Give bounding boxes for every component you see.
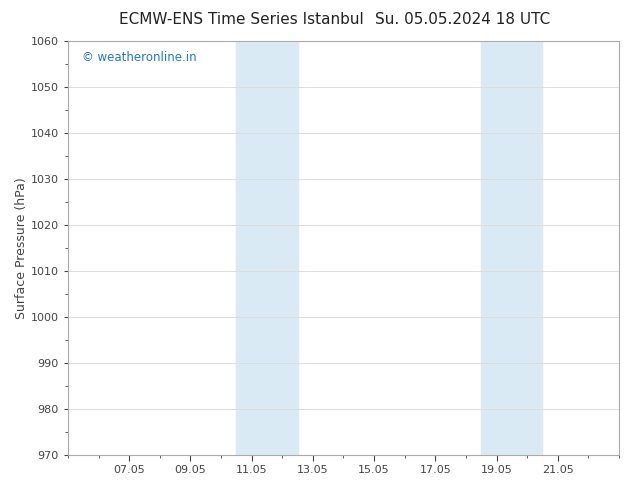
Bar (481, 41, 543, 455)
Text: © weatheronline.in: © weatheronline.in (82, 51, 197, 64)
Bar (236, 41, 297, 455)
Text: Su. 05.05.2024 18 UTC: Su. 05.05.2024 18 UTC (375, 12, 550, 27)
Text: ECMW-ENS Time Series Istanbul: ECMW-ENS Time Series Istanbul (119, 12, 363, 27)
Y-axis label: Surface Pressure (hPa): Surface Pressure (hPa) (15, 177, 28, 318)
